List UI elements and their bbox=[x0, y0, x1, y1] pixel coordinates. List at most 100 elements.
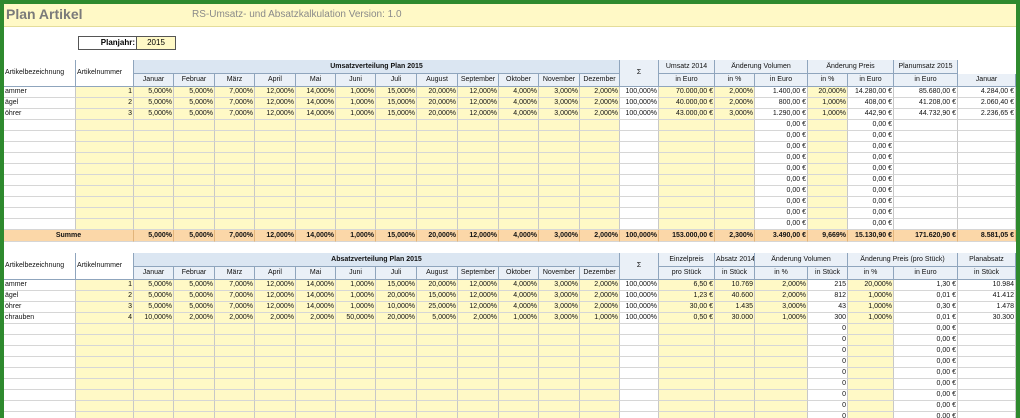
artikel-nummer-cell[interactable] bbox=[76, 401, 134, 412]
month-percent-cell[interactable]: 1,000% bbox=[336, 109, 376, 120]
month-percent-cell[interactable] bbox=[215, 379, 255, 390]
artikel-name-cell[interactable] bbox=[4, 379, 76, 390]
month-percent-cell[interactable] bbox=[376, 208, 417, 219]
month-percent-cell[interactable]: 3,000% bbox=[539, 280, 580, 291]
month-percent-cell[interactable] bbox=[580, 208, 620, 219]
month-percent-cell[interactable] bbox=[499, 197, 539, 208]
umsatz-2014-cell[interactable] bbox=[659, 164, 715, 175]
month-percent-cell[interactable] bbox=[255, 186, 296, 197]
umsatz-2014-cell[interactable] bbox=[659, 175, 715, 186]
month-percent-cell[interactable] bbox=[376, 219, 417, 230]
month-percent-cell[interactable] bbox=[174, 335, 215, 346]
month-percent-cell[interactable] bbox=[134, 401, 174, 412]
month-percent-cell[interactable] bbox=[134, 357, 174, 368]
umsatz-2014-cell[interactable] bbox=[659, 120, 715, 131]
month-percent-cell[interactable] bbox=[458, 131, 499, 142]
absatz-2014-cell[interactable]: 10.769 bbox=[715, 280, 755, 291]
month-percent-cell[interactable] bbox=[580, 131, 620, 142]
price-change-pct-cell[interactable]: 20,000% bbox=[848, 280, 894, 291]
month-percent-cell[interactable] bbox=[458, 324, 499, 335]
month-percent-cell[interactable] bbox=[336, 390, 376, 401]
month-percent-cell[interactable] bbox=[580, 368, 620, 379]
price-change-pct-cell[interactable] bbox=[808, 197, 848, 208]
month-percent-cell[interactable] bbox=[417, 324, 458, 335]
month-percent-cell[interactable] bbox=[255, 346, 296, 357]
price-change-pct-cell[interactable] bbox=[808, 153, 848, 164]
month-percent-cell[interactable]: 12,000% bbox=[255, 109, 296, 120]
month-percent-cell[interactable]: 15,000% bbox=[376, 98, 417, 109]
price-change-pct-cell[interactable] bbox=[848, 335, 894, 346]
month-percent-cell[interactable] bbox=[296, 175, 336, 186]
month-percent-cell[interactable] bbox=[255, 335, 296, 346]
artikel-nummer-cell[interactable] bbox=[76, 390, 134, 401]
month-percent-cell[interactable] bbox=[539, 346, 580, 357]
month-percent-cell[interactable] bbox=[376, 401, 417, 412]
einzelpreis-cell[interactable]: 30,00 € bbox=[659, 302, 715, 313]
month-percent-cell[interactable] bbox=[417, 412, 458, 418]
einzelpreis-cell[interactable]: 6,50 € bbox=[659, 280, 715, 291]
volume-change-pct-cell[interactable] bbox=[755, 324, 808, 335]
month-percent-cell[interactable]: 2,000% bbox=[580, 280, 620, 291]
month-percent-cell[interactable] bbox=[376, 357, 417, 368]
month-percent-cell[interactable] bbox=[539, 368, 580, 379]
month-percent-cell[interactable] bbox=[134, 186, 174, 197]
month-percent-cell[interactable] bbox=[296, 164, 336, 175]
month-percent-cell[interactable] bbox=[215, 197, 255, 208]
month-percent-cell[interactable] bbox=[336, 219, 376, 230]
month-percent-cell[interactable]: 3,000% bbox=[539, 98, 580, 109]
month-percent-cell[interactable] bbox=[336, 142, 376, 153]
month-percent-cell[interactable] bbox=[255, 153, 296, 164]
einzelpreis-cell[interactable] bbox=[659, 335, 715, 346]
month-percent-cell[interactable] bbox=[539, 379, 580, 390]
price-change-pct-cell[interactable]: 1,000% bbox=[848, 302, 894, 313]
volume-change-pct-cell[interactable] bbox=[715, 153, 755, 164]
month-percent-cell[interactable] bbox=[580, 175, 620, 186]
month-percent-cell[interactable] bbox=[255, 120, 296, 131]
month-percent-cell[interactable]: 1,000% bbox=[499, 313, 539, 324]
month-percent-cell[interactable] bbox=[255, 219, 296, 230]
month-percent-cell[interactable] bbox=[336, 175, 376, 186]
month-percent-cell[interactable] bbox=[174, 412, 215, 418]
volume-change-pct-cell[interactable] bbox=[755, 368, 808, 379]
month-percent-cell[interactable]: 14,000% bbox=[296, 98, 336, 109]
month-percent-cell[interactable] bbox=[458, 153, 499, 164]
month-percent-cell[interactable] bbox=[539, 335, 580, 346]
artikel-name-cell[interactable]: ammer bbox=[4, 87, 76, 98]
month-percent-cell[interactable] bbox=[499, 153, 539, 164]
volume-change-pct-cell[interactable] bbox=[715, 219, 755, 230]
month-percent-cell[interactable] bbox=[215, 390, 255, 401]
month-percent-cell[interactable] bbox=[580, 324, 620, 335]
month-percent-cell[interactable] bbox=[336, 412, 376, 418]
month-percent-cell[interactable] bbox=[134, 197, 174, 208]
month-percent-cell[interactable] bbox=[296, 197, 336, 208]
month-percent-cell[interactable] bbox=[376, 324, 417, 335]
month-percent-cell[interactable] bbox=[539, 412, 580, 418]
artikel-nummer-cell[interactable] bbox=[76, 412, 134, 418]
volume-change-pct-cell[interactable]: 2,000% bbox=[715, 98, 755, 109]
month-percent-cell[interactable] bbox=[296, 379, 336, 390]
month-percent-cell[interactable] bbox=[215, 175, 255, 186]
month-percent-cell[interactable] bbox=[215, 153, 255, 164]
artikel-name-cell[interactable] bbox=[4, 357, 76, 368]
month-percent-cell[interactable] bbox=[296, 368, 336, 379]
month-percent-cell[interactable]: 14,000% bbox=[296, 87, 336, 98]
month-percent-cell[interactable] bbox=[255, 208, 296, 219]
month-percent-cell[interactable]: 2,000% bbox=[296, 313, 336, 324]
month-percent-cell[interactable] bbox=[458, 357, 499, 368]
month-percent-cell[interactable]: 20,000% bbox=[376, 291, 417, 302]
month-percent-cell[interactable] bbox=[539, 197, 580, 208]
month-percent-cell[interactable] bbox=[499, 346, 539, 357]
month-percent-cell[interactable] bbox=[174, 401, 215, 412]
month-percent-cell[interactable]: 5,000% bbox=[174, 291, 215, 302]
month-percent-cell[interactable] bbox=[174, 346, 215, 357]
month-percent-cell[interactable] bbox=[499, 142, 539, 153]
month-percent-cell[interactable] bbox=[458, 335, 499, 346]
month-percent-cell[interactable] bbox=[336, 335, 376, 346]
month-percent-cell[interactable] bbox=[580, 142, 620, 153]
artikel-nummer-cell[interactable] bbox=[76, 142, 134, 153]
artikel-nummer-cell[interactable]: 2 bbox=[76, 291, 134, 302]
einzelpreis-cell[interactable] bbox=[659, 390, 715, 401]
artikel-nummer-cell[interactable] bbox=[76, 164, 134, 175]
volume-change-pct-cell[interactable] bbox=[715, 186, 755, 197]
month-percent-cell[interactable]: 14,000% bbox=[296, 291, 336, 302]
